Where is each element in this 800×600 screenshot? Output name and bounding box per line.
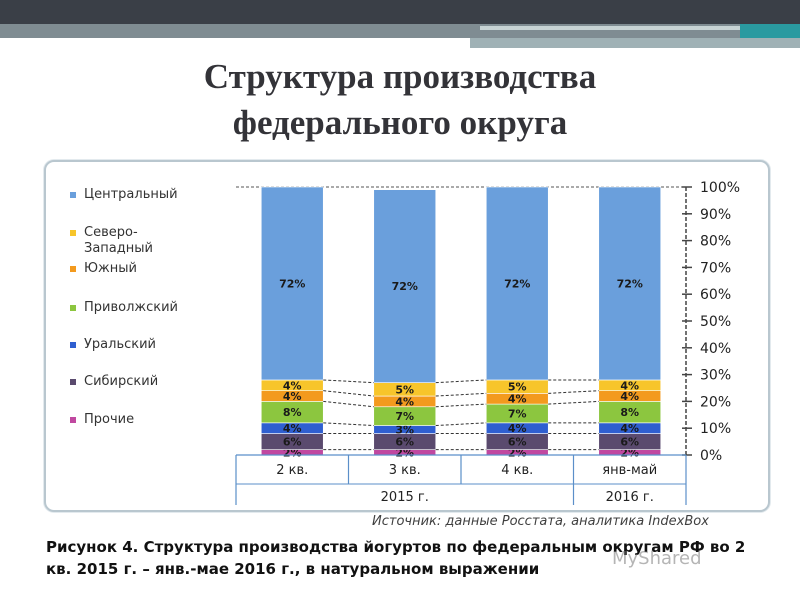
series-connector (435, 403, 487, 408)
slide-title-line2: федерального округа (232, 103, 568, 142)
series-connector (435, 379, 487, 384)
series-connector (323, 390, 374, 397)
legend-label: Северо- (84, 225, 138, 240)
y-tick-label: 0% (700, 448, 722, 464)
y-tick-label: 30% (700, 368, 731, 384)
y-tick-label: 40% (700, 341, 731, 357)
data-label: 4% (508, 393, 527, 406)
slide-title: Структура производства федерального окру… (0, 54, 800, 146)
slide-title-line1: Структура производства (203, 57, 597, 96)
top-decor-bar (0, 0, 800, 24)
y-tick-label: 60% (700, 287, 731, 303)
y-tick-label: 70% (700, 260, 731, 276)
data-label: 72% (279, 277, 305, 290)
bar-segment (373, 189, 437, 383)
data-label: 5% (395, 383, 414, 396)
bar-segment (598, 186, 662, 381)
legend-label: Западный (84, 241, 153, 256)
data-label: 4% (395, 395, 414, 408)
legend-label: Сибирский (84, 374, 158, 389)
y-tick-label: 10% (700, 421, 731, 437)
legend-swatch (70, 192, 76, 198)
series-connector (323, 400, 374, 408)
series-connector (435, 422, 487, 427)
data-label: 6% (508, 436, 527, 449)
data-label: 7% (508, 407, 527, 420)
x-tick-label: 2 кв. (276, 463, 308, 478)
x-tick-label: 3 кв. (389, 463, 421, 478)
legend-label: Уральский (84, 337, 156, 352)
legend-label: Приволжский (84, 300, 178, 315)
legend-swatch (70, 305, 76, 311)
data-label: 8% (620, 406, 639, 419)
figure-caption: Рисунок 4. Структура производства йогурт… (46, 536, 766, 580)
data-label: 4% (620, 422, 639, 435)
data-label: 6% (395, 436, 414, 449)
data-label: 6% (283, 436, 302, 449)
legend-swatch (70, 379, 76, 385)
x-group-label: 2015 г. (381, 490, 429, 505)
data-label: 72% (504, 277, 530, 290)
figure-caption-line2: кв. 2015 г. – янв.-мае 2016 г., в натура… (46, 560, 540, 578)
data-label: 4% (620, 390, 639, 403)
data-label: 3% (395, 424, 414, 437)
x-tick-label: янв-май (602, 463, 657, 478)
bar-segment (485, 186, 549, 381)
y-tick-label: 50% (700, 314, 731, 330)
data-label: 72% (392, 280, 418, 293)
figure-caption-line1: Рисунок 4. Структура производства йогурт… (46, 538, 746, 556)
bar-segment (260, 186, 324, 381)
series-connector (323, 422, 374, 427)
legend-swatch (70, 230, 76, 236)
legend-swatch (70, 417, 76, 423)
top-decor-stripe-light (470, 38, 800, 48)
source-note: Источник: данные Росстата, аналитика Ind… (372, 514, 709, 529)
series-connector (435, 392, 487, 397)
data-label: 8% (283, 406, 302, 419)
series-connector (548, 400, 599, 405)
top-decor-stripe-thin (480, 26, 800, 30)
top-decor-teal-block (740, 24, 800, 38)
data-label: 72% (617, 277, 643, 290)
watermark: MyShared (612, 548, 702, 569)
legend-swatch (70, 266, 76, 272)
data-label: 4% (283, 379, 302, 392)
legend-label: Прочие (84, 412, 134, 427)
data-label: 5% (508, 381, 527, 394)
legend-swatch (70, 342, 76, 348)
data-label: 4% (283, 422, 302, 435)
data-label: 7% (395, 410, 414, 423)
y-tick-label: 80% (700, 234, 731, 250)
data-label: 6% (620, 436, 639, 449)
x-tick-label: 4 кв. (501, 463, 533, 478)
legend-label: Южный (84, 261, 137, 276)
y-tick-label: 90% (700, 207, 731, 223)
data-label: 4% (508, 422, 527, 435)
legend-label: Центральный (84, 187, 178, 202)
data-label: 4% (283, 390, 302, 403)
series-connector (323, 379, 374, 384)
x-group-label: 2016 г. (606, 490, 654, 505)
y-tick-label: 20% (700, 394, 731, 410)
data-label: 4% (620, 379, 639, 392)
series-connector (548, 390, 599, 394)
y-tick-label: 100% (700, 180, 740, 196)
